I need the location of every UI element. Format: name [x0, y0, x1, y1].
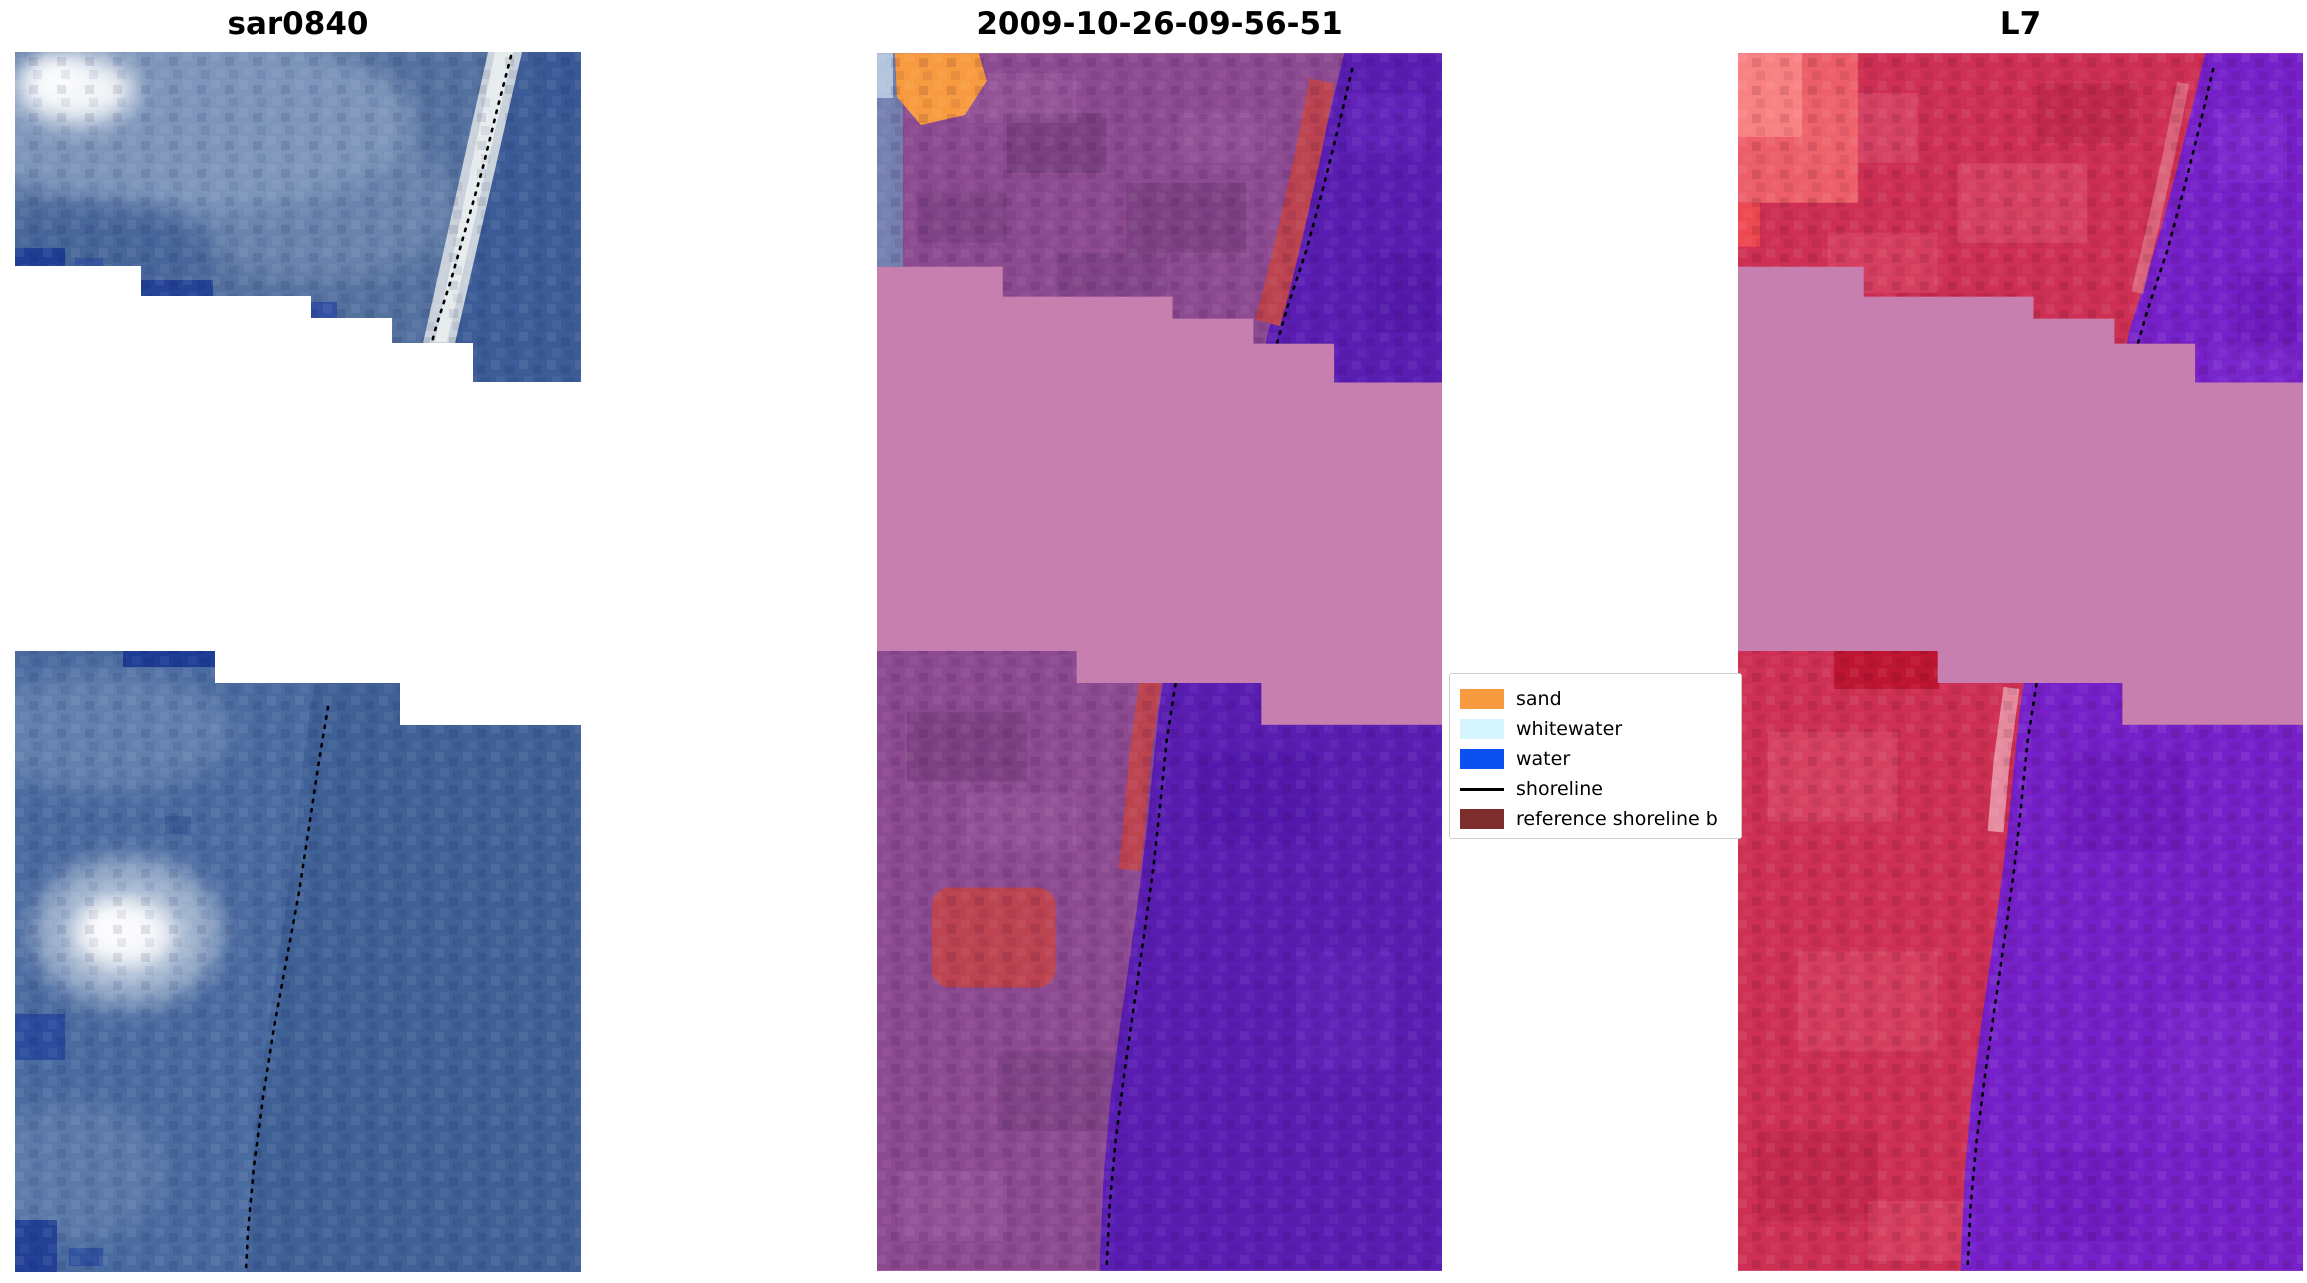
- shoreline-dotted-top: [423, 54, 513, 382]
- shoreline-dotted-bottom: [244, 705, 330, 1272]
- sand-swatch: [1460, 689, 1504, 709]
- reference-shoreline-b-swatch: [1460, 809, 1504, 829]
- legend-item: shoreline: [1460, 774, 1741, 804]
- water-swatch: [1460, 749, 1504, 769]
- legend-label: whitewater: [1516, 718, 1623, 740]
- panel-title-l7: L7: [1999, 6, 2042, 42]
- sar-top-subimage: [15, 52, 581, 382]
- legend: sand whitewater water shoreline reference sh…: [1449, 673, 1742, 839]
- legend-items: sand whitewater water shoreline reference sh…: [1460, 684, 1741, 834]
- panel-sar-image: [15, 52, 581, 1272]
- classified-bottom-subimage: [877, 651, 1442, 1271]
- shoreline-dotted-bottom: [1966, 682, 2038, 1271]
- legend-label: shoreline: [1516, 778, 1603, 800]
- shoreline-dotted-bottom: [1105, 682, 1177, 1271]
- sar-bottom-subimage: [15, 651, 581, 1272]
- panel-title-sar: sar0840: [227, 6, 369, 42]
- legend-label: sand: [1516, 688, 1562, 710]
- legend-item: reference shoreline b: [1460, 804, 1741, 834]
- shoreline-line-swatch: [1460, 787, 1504, 791]
- legend-label: water: [1516, 748, 1571, 770]
- legend-item: water: [1460, 744, 1741, 774]
- legend-label: reference shoreline b: [1516, 808, 1718, 830]
- l7-bottom-subimage: [1738, 651, 2303, 1271]
- panel-l7-image: [1738, 53, 2303, 1271]
- whitewater-swatch: [1460, 719, 1504, 739]
- legend-item: sand: [1460, 684, 1741, 714]
- panel-classified-image: [877, 53, 1442, 1271]
- legend-item: whitewater: [1460, 714, 1741, 744]
- panel-title-date: 2009-10-26-09-56-51: [976, 6, 1343, 42]
